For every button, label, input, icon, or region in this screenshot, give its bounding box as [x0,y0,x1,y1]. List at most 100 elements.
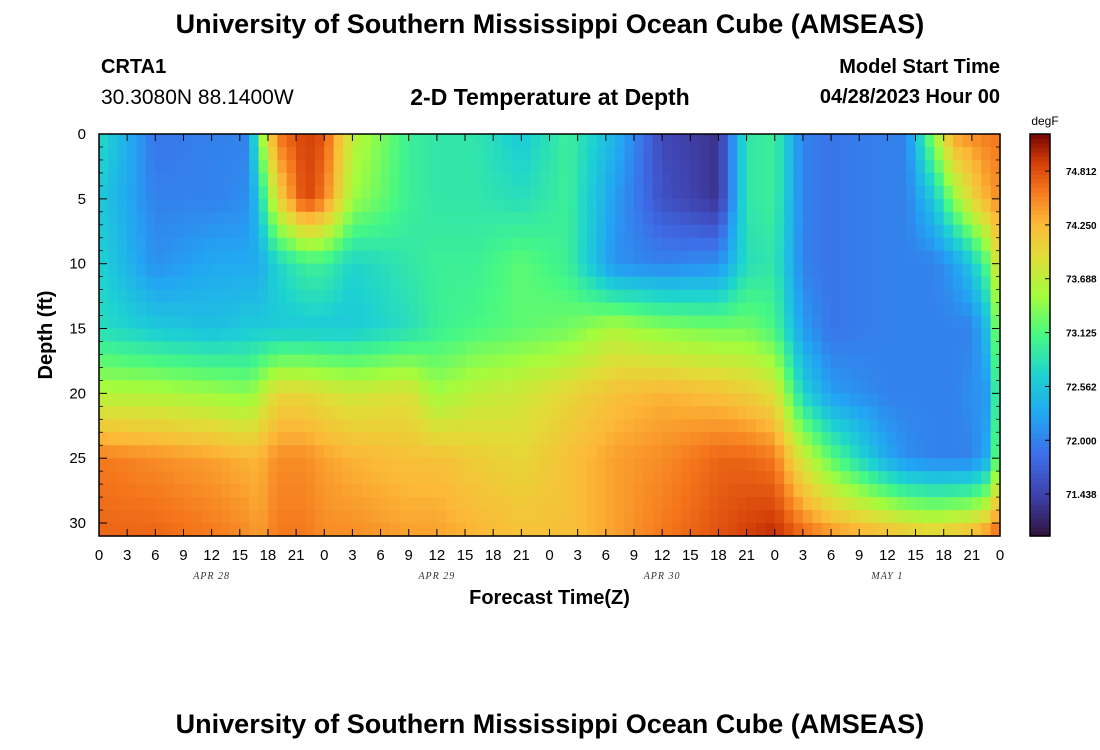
heatmap-cell [108,341,119,356]
heatmap-cell [746,419,757,433]
heatmap-cell [934,354,945,369]
colorbar-segment [1030,303,1050,309]
heatmap-cell [117,393,128,407]
heatmap-cell [389,367,400,381]
heatmap-cell [887,354,898,369]
heatmap-cell [174,445,185,459]
heatmap-cell [709,432,720,446]
heatmap-cell [192,250,203,265]
heatmap-cell [174,315,185,330]
heatmap-cell [643,172,654,187]
heatmap-cell [164,250,175,265]
heatmap-cell [286,497,297,511]
heatmap-cell [709,367,720,381]
heatmap-cell [709,185,720,200]
colorbar-segment [1030,402,1050,408]
heatmap-cell [380,134,391,148]
heatmap-cell [971,250,982,265]
heatmap-cell [174,510,185,524]
heatmap-cell [934,471,945,485]
heatmap-cell [108,484,119,498]
heatmap-cell [962,406,973,420]
heatmap-cell [652,419,663,433]
heatmap-cell [549,263,560,278]
heatmap-cell [615,419,626,433]
heatmap-cell [493,250,504,265]
heatmap-cell [164,471,175,485]
heatmap-cell [249,276,260,291]
heatmap-cell [746,172,757,187]
heatmap-cell [465,237,476,252]
heatmap-cell [465,523,476,537]
heatmap-cell [474,328,485,343]
heatmap-cell [117,185,128,200]
heatmap-cell [277,198,288,213]
heatmap-cell [680,159,691,174]
heatmap-cell [127,302,138,317]
heatmap-cell [596,224,607,239]
heatmap-cell [737,302,748,317]
heatmap-cell [680,445,691,459]
heatmap-cell [511,458,522,472]
heatmap-cell [896,224,907,239]
heatmap-cell [99,237,109,252]
heatmap-cell [474,432,485,446]
heatmap-cell [746,159,757,174]
heatmap-cell [868,146,879,161]
heatmap-cell [483,263,494,278]
heatmap-cell [221,224,231,239]
heatmap-cell [436,354,447,369]
heatmap-cell [727,289,738,304]
heatmap-cell [812,458,823,472]
heatmap-cell [352,328,363,343]
heatmap-cell [399,146,410,161]
heatmap-cell [277,146,288,161]
heatmap-cell [877,393,888,407]
heatmap-cell [174,263,185,278]
heatmap-cell [221,263,231,278]
heatmap-cell [474,289,485,304]
heatmap-cell [483,497,494,511]
heatmap-cell [671,419,682,433]
heatmap-cell [934,341,945,356]
heatmap-cell [812,198,823,213]
heatmap-cell [774,471,785,485]
heatmap-cell [784,393,795,407]
heatmap-cell [718,354,729,369]
heatmap-cell [164,328,175,343]
heatmap-cell [568,276,579,291]
heatmap-cell [117,445,128,459]
heatmap-cell [943,224,954,239]
heatmap-cell [418,237,429,252]
heatmap-cell [671,263,682,278]
heatmap-cell [258,146,269,161]
heatmap-cell [755,315,766,330]
heatmap-cell [549,211,560,226]
heatmap-cell [521,289,532,304]
heatmap-cell [389,497,400,511]
heatmap-cell [436,276,447,291]
heatmap-cell [371,276,382,291]
heatmap-cell [108,302,119,317]
heatmap-cell [953,263,964,278]
heatmap-cell [802,471,813,485]
heatmap-cell [389,289,400,304]
heatmap-cell [155,484,166,498]
heatmap-cell [155,185,166,200]
heatmap-cell [962,432,973,446]
heatmap-cell [174,367,185,381]
heatmap-cell [709,354,720,369]
heatmap-cell [680,419,691,433]
heatmap-cell [915,328,926,343]
heatmap-cell [408,380,419,394]
heatmap-cell [314,432,325,446]
heatmap-cell [699,393,710,407]
heatmap-cell [511,328,522,343]
heatmap-cell [643,198,654,213]
heatmap-cell [981,237,992,252]
heatmap-cell [981,185,992,200]
heatmap-cell [380,146,391,161]
heatmap-cell [577,367,588,381]
heatmap-cell [352,185,363,200]
heatmap-cell [549,276,560,291]
